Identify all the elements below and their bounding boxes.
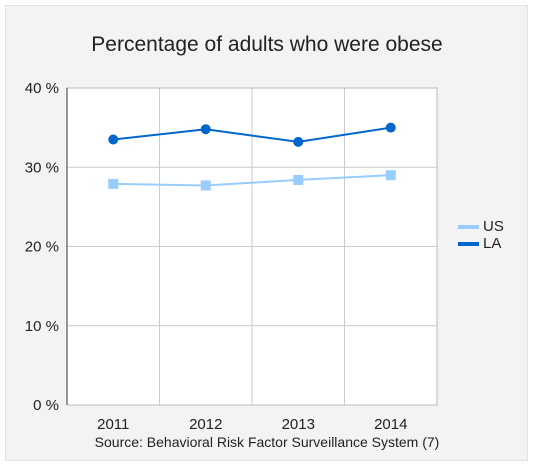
data-point-us — [200, 180, 211, 191]
x-tick-label: 2014 — [374, 416, 407, 433]
data-point-la — [200, 124, 211, 135]
legend: US LA — [458, 218, 504, 252]
axes: 0 % 10 % 20 % 30 % 40 % 2011 2012 2013 2014 — [25, 80, 408, 433]
data-point-la — [108, 134, 119, 145]
y-tick-label: 20 % — [25, 239, 59, 256]
legend-item-la: LA — [458, 235, 504, 252]
legend-swatch-us — [458, 224, 479, 229]
x-tick-label: 2013 — [282, 416, 315, 433]
data-point-la — [293, 136, 304, 147]
series — [108, 122, 396, 191]
data-point-la — [385, 122, 396, 133]
legend-label-us: US — [483, 218, 504, 235]
y-tick-label: 30 % — [25, 159, 59, 176]
y-tick-label: 0 % — [33, 397, 59, 414]
series-line-us — [113, 174, 391, 187]
x-tick-label: 2011 — [97, 416, 129, 433]
x-tick-label: 2012 — [189, 416, 222, 433]
y-tick-label: 10 % — [25, 318, 59, 335]
legend-swatch-la — [458, 241, 479, 246]
data-point-us — [293, 174, 304, 185]
legend-label-la: LA — [483, 235, 502, 252]
chart-source: Source: Behavioral Risk Factor Surveilla… — [94, 434, 440, 450]
data-point-us — [385, 170, 396, 181]
legend-item-us: US — [458, 218, 504, 235]
series-line-la — [113, 126, 391, 143]
data-point-us — [108, 178, 119, 189]
y-tick-label: 40 % — [25, 80, 59, 97]
chart-title: Percentage of adults who were obese — [91, 33, 443, 56]
grid — [66, 87, 438, 406]
